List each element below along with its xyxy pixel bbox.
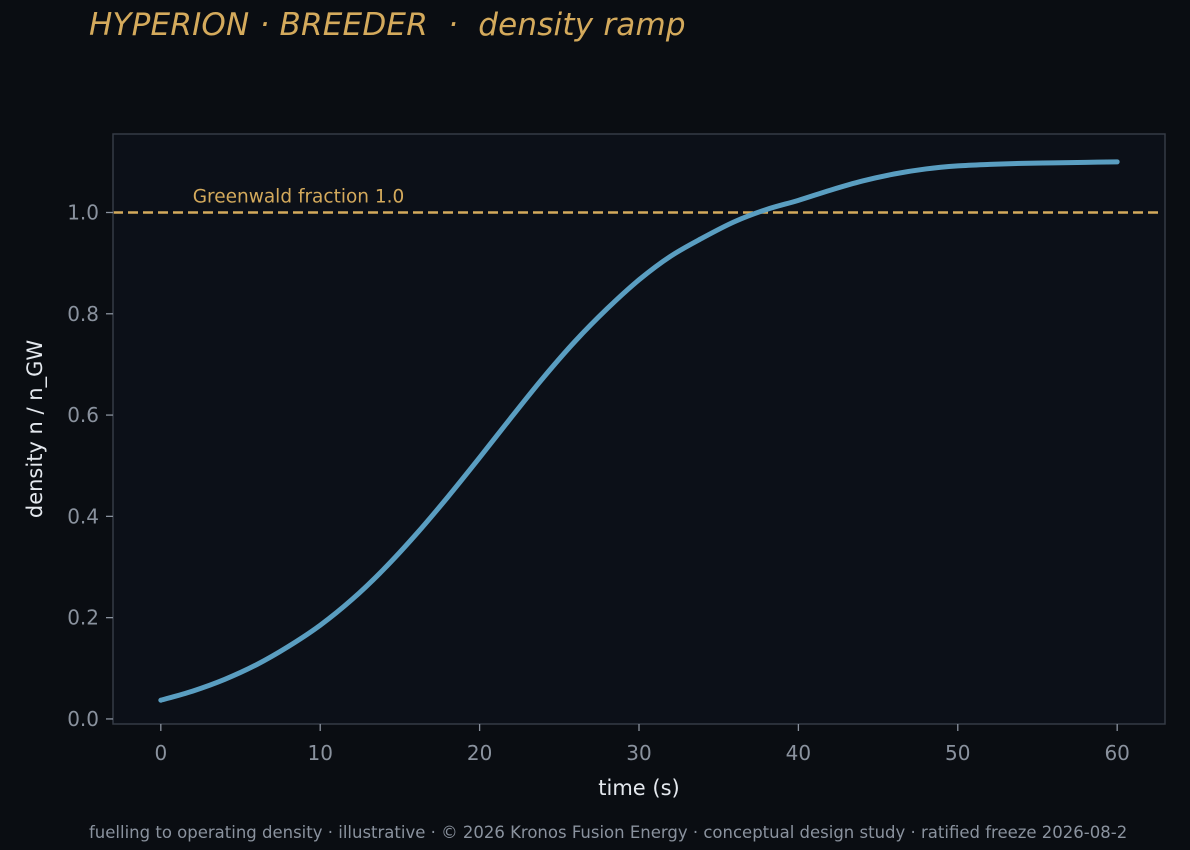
density-series-line <box>158 159 1120 703</box>
y-tick-label: 0.0 <box>67 707 99 731</box>
y-axis-ticks: 0.0 0.2 0.4 0.6 0.8 1.0 <box>67 200 113 731</box>
x-tick-label: 40 <box>786 741 811 765</box>
chart-title: HYPERION · BREEDER · density ramp <box>89 7 686 43</box>
x-axis-label: time (s) <box>598 776 679 800</box>
footer-caption: fuelling to operating density · illustra… <box>89 823 1128 842</box>
x-axis-ticks: 0 10 20 30 40 50 60 <box>154 724 1130 765</box>
x-tick-label: 10 <box>307 741 332 765</box>
y-tick-label: 0.6 <box>67 403 99 427</box>
x-tick-label: 60 <box>1104 741 1129 765</box>
y-tick-label: 0.2 <box>67 606 99 630</box>
x-tick-label: 0 <box>154 741 167 765</box>
x-tick-label: 20 <box>467 741 492 765</box>
x-tick-label: 30 <box>626 741 651 765</box>
x-tick-label: 50 <box>945 741 970 765</box>
plot-background <box>113 134 1165 724</box>
greenwald-annotation: Greenwald fraction 1.0 <box>193 186 405 207</box>
y-tick-label: 0.4 <box>67 504 99 528</box>
y-axis-label: density n / n_GW <box>23 340 48 518</box>
y-tick-label: 1.0 <box>67 200 99 224</box>
y-tick-label: 0.8 <box>67 302 99 326</box>
series-layer <box>158 159 1120 703</box>
